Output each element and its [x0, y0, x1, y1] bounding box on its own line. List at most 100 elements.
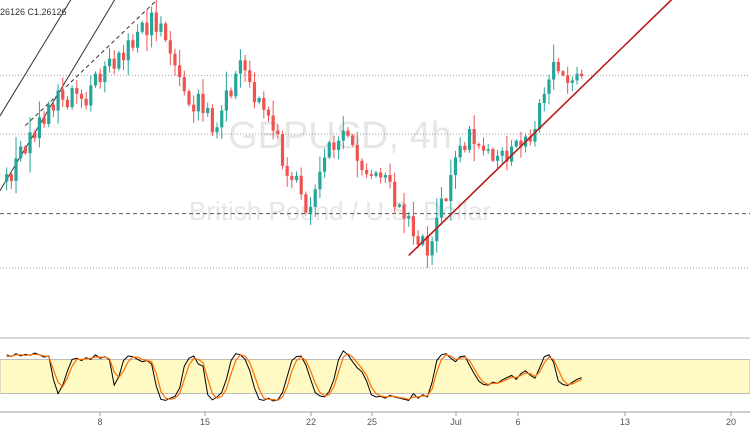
candle: [449, 159, 453, 221]
candle: [519, 131, 523, 158]
candle: [299, 167, 303, 200]
candle: [360, 158, 364, 176]
candle: [505, 135, 509, 171]
candle: [322, 148, 327, 178]
x-tick-label: 22: [306, 417, 316, 427]
candle: [42, 111, 46, 128]
candlestick-series: [5, 0, 584, 268]
candle: [47, 101, 51, 128]
candle: [444, 197, 448, 202]
candle: [266, 106, 271, 122]
candle: [439, 187, 444, 226]
candle: [379, 167, 383, 184]
candle: [126, 33, 130, 76]
x-tick-label: 15: [200, 417, 210, 427]
candle: [472, 115, 476, 162]
candle: [248, 60, 252, 88]
candle: [178, 49, 182, 87]
candle: [154, 0, 158, 42]
candle: [140, 20, 144, 34]
candle: [561, 70, 565, 77]
candle: [566, 66, 570, 94]
candle: [79, 89, 84, 109]
candle: [458, 137, 462, 163]
candle: [192, 95, 196, 123]
ohlc-readout: 26126 C1.26126: [0, 7, 67, 17]
candle: [5, 167, 9, 191]
candle: [93, 71, 98, 88]
candle: [313, 184, 317, 217]
candle: [19, 140, 23, 162]
candle: [262, 91, 266, 119]
candle: [542, 87, 546, 112]
candle: [168, 30, 172, 66]
candle: [393, 172, 397, 213]
candle: [402, 192, 406, 234]
candle: [206, 102, 210, 117]
candle: [421, 234, 425, 247]
channel-line-2[interactable]: [0, 0, 142, 151]
candle: [365, 163, 369, 179]
candle: [164, 21, 168, 43]
candle: [290, 172, 294, 189]
candle: [397, 203, 401, 208]
candle: [552, 44, 556, 90]
candle: [121, 45, 126, 70]
candle: [411, 201, 415, 245]
channel-line-1[interactable]: [0, 0, 142, 226]
candle: [374, 170, 378, 178]
stochastic-pane: [0, 350, 750, 402]
candle: [509, 139, 514, 166]
overbought-oversold-band: [0, 358, 750, 394]
candle: [500, 147, 504, 164]
candle: [477, 142, 481, 150]
trendline[interactable]: [408, 0, 680, 257]
candle: [514, 139, 518, 149]
candle: [28, 117, 32, 173]
candle: [234, 70, 238, 100]
candle: [224, 71, 228, 122]
channel-line-3[interactable]: [25, 0, 165, 126]
candle: [547, 74, 551, 105]
candle: [486, 143, 490, 155]
candle: [481, 137, 486, 156]
candle: [332, 135, 336, 159]
x-tick-label: 13: [620, 417, 630, 427]
x-tick-label: 20: [726, 417, 736, 427]
candle: [383, 172, 387, 184]
candle: [33, 130, 37, 143]
candle: [238, 49, 243, 88]
candle: [351, 133, 355, 147]
candle: [495, 150, 500, 168]
candle: [407, 212, 411, 227]
price-channel[interactable]: [0, 0, 166, 226]
candle: [533, 121, 537, 147]
candle: [556, 57, 560, 74]
candle: [187, 89, 191, 107]
candle: [117, 50, 121, 71]
candle: [327, 140, 331, 160]
candle: [257, 96, 261, 104]
candle: [491, 147, 495, 163]
candle: [467, 125, 472, 153]
candle: [201, 78, 205, 122]
x-tick-label: 25: [367, 417, 377, 427]
candle: [453, 150, 458, 189]
candle: [98, 68, 102, 89]
price-levels: [0, 74, 750, 269]
candle: [337, 136, 341, 160]
candle: [271, 100, 275, 140]
candle: [182, 70, 186, 96]
candle: [150, 6, 154, 48]
x-tick-label: Jul: [450, 417, 462, 427]
support-trendline[interactable]: [408, 0, 680, 257]
candle: [220, 105, 224, 139]
candle: [173, 48, 177, 76]
candle: [215, 122, 219, 139]
candle: [341, 116, 345, 150]
time-axis[interactable]: 8 15 22 25 Jul 6 13 20: [97, 412, 736, 427]
candle: [14, 136, 18, 194]
candle: [75, 80, 79, 104]
x-tick-label: 6: [515, 417, 520, 427]
